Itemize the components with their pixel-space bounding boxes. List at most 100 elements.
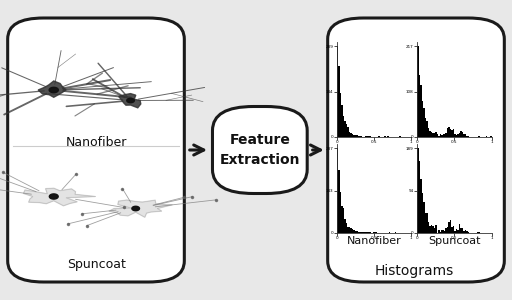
Bar xyxy=(452,130,453,136)
Bar xyxy=(347,226,349,232)
Polygon shape xyxy=(24,188,95,206)
Bar xyxy=(459,224,460,232)
Polygon shape xyxy=(132,206,139,211)
Bar xyxy=(337,46,338,136)
FancyBboxPatch shape xyxy=(212,106,307,194)
Bar xyxy=(423,108,425,136)
Bar xyxy=(342,105,343,136)
Bar xyxy=(462,131,463,136)
Bar xyxy=(444,231,445,233)
Bar xyxy=(447,227,449,233)
Bar xyxy=(465,230,466,232)
Bar xyxy=(445,228,447,232)
Bar xyxy=(450,129,452,136)
Bar xyxy=(420,85,422,136)
Bar xyxy=(347,127,349,136)
Bar xyxy=(419,161,420,232)
Bar xyxy=(346,124,347,136)
Bar xyxy=(432,226,434,232)
Bar xyxy=(456,135,457,136)
Bar xyxy=(434,133,435,136)
Bar xyxy=(428,128,429,136)
Text: Histograms: Histograms xyxy=(375,264,454,278)
Bar xyxy=(388,136,389,137)
Bar xyxy=(453,129,455,136)
Bar xyxy=(459,133,460,136)
Bar xyxy=(462,228,463,232)
Bar xyxy=(356,135,358,136)
Bar xyxy=(457,134,459,136)
Bar xyxy=(352,229,353,233)
Bar xyxy=(422,193,423,233)
Bar xyxy=(438,230,439,232)
Text: Extraction: Extraction xyxy=(220,153,300,166)
Bar xyxy=(437,134,438,136)
Bar xyxy=(485,136,487,137)
Bar xyxy=(477,232,478,233)
Bar xyxy=(435,132,437,136)
Text: Spuncoat: Spuncoat xyxy=(429,236,481,245)
Bar xyxy=(453,226,455,232)
Bar xyxy=(429,226,431,232)
Bar xyxy=(378,136,380,137)
Bar xyxy=(419,75,420,136)
Bar xyxy=(434,228,435,232)
Bar xyxy=(478,232,480,233)
FancyBboxPatch shape xyxy=(328,18,504,282)
Bar xyxy=(441,135,442,136)
Bar xyxy=(355,135,356,136)
Bar xyxy=(338,170,340,232)
Bar xyxy=(368,136,370,137)
Polygon shape xyxy=(119,94,141,108)
Bar xyxy=(337,148,338,232)
Text: Spuncoat: Spuncoat xyxy=(67,258,125,271)
Bar xyxy=(442,134,444,136)
Bar xyxy=(455,134,456,136)
Bar xyxy=(420,179,422,232)
Bar xyxy=(449,222,450,233)
Bar xyxy=(365,136,367,137)
Bar xyxy=(340,192,342,233)
Bar xyxy=(340,93,342,136)
Bar xyxy=(444,134,445,136)
Bar xyxy=(426,121,428,136)
Bar xyxy=(431,132,432,136)
Bar xyxy=(450,220,452,232)
Bar xyxy=(349,132,350,136)
Bar xyxy=(457,230,459,232)
Bar xyxy=(463,134,465,136)
Bar xyxy=(417,148,419,232)
Bar xyxy=(342,206,343,232)
Bar xyxy=(355,231,356,233)
Bar xyxy=(478,136,480,137)
Bar xyxy=(490,136,492,137)
Bar xyxy=(432,133,434,136)
Bar xyxy=(435,225,437,233)
Bar xyxy=(468,232,469,233)
Polygon shape xyxy=(49,87,58,93)
Text: Nanofiber: Nanofiber xyxy=(66,136,127,149)
Bar xyxy=(422,101,423,136)
Bar xyxy=(460,229,462,232)
Bar xyxy=(456,230,457,232)
Bar xyxy=(465,134,466,136)
Bar xyxy=(338,66,340,136)
Bar xyxy=(343,116,345,136)
Bar xyxy=(350,228,352,232)
Polygon shape xyxy=(38,81,66,97)
Bar xyxy=(424,213,426,232)
Bar xyxy=(349,227,350,232)
Bar xyxy=(356,231,358,232)
Bar xyxy=(346,223,347,232)
Bar xyxy=(428,222,429,232)
Bar xyxy=(466,136,468,137)
Bar xyxy=(353,135,355,136)
Text: Feature: Feature xyxy=(229,134,290,147)
Bar xyxy=(344,219,346,232)
Bar xyxy=(441,230,442,232)
Bar xyxy=(350,134,352,136)
Bar xyxy=(455,231,456,232)
Bar xyxy=(463,231,465,232)
Bar xyxy=(423,202,425,233)
Bar xyxy=(417,46,419,136)
